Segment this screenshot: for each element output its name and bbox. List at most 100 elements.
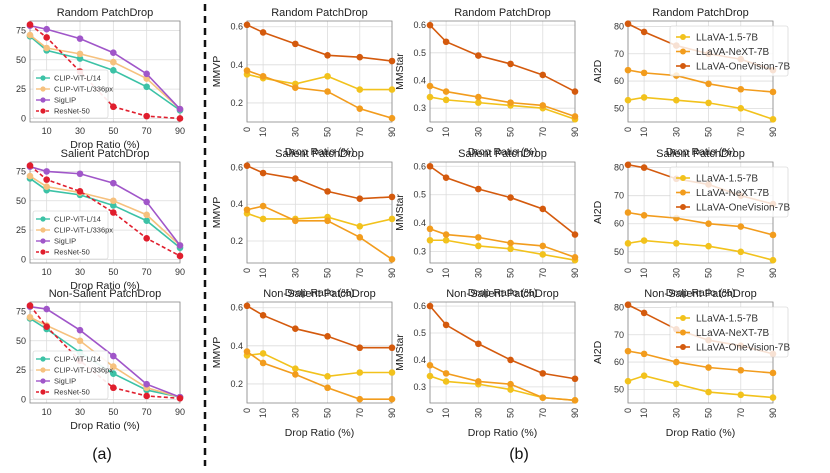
y-axis-label: AI2D — [592, 340, 604, 364]
data-point — [475, 340, 482, 348]
series-line — [429, 24, 576, 93]
caption-a: (a) — [92, 446, 112, 463]
data-point — [76, 188, 84, 195]
data-point — [259, 169, 267, 177]
y-tick-label: 0.4 — [230, 60, 243, 70]
data-point — [475, 242, 482, 250]
x-tick-label: 90 — [570, 408, 580, 418]
data-point — [737, 248, 745, 256]
legend-box — [32, 350, 109, 400]
y-tick-label: 0.5 — [413, 190, 426, 200]
legend-label: CLIP-ViT-L/14 — [54, 215, 101, 224]
x-tick-label: 0 — [425, 127, 435, 132]
plot-area — [247, 21, 392, 122]
data-point — [176, 242, 184, 249]
data-point — [292, 365, 299, 372]
y-tick-label: 80 — [614, 302, 624, 312]
x-tick-label: 70 — [538, 408, 548, 418]
x-tick-label: 30 — [75, 407, 85, 417]
data-point — [769, 115, 777, 123]
x-axis-label: Drop Ratio (%) — [70, 139, 139, 151]
y-tick-label: 50 — [614, 103, 624, 113]
y-tick-label: 0.6 — [230, 163, 243, 173]
data-point — [292, 325, 299, 332]
x-tick-label: 70 — [142, 407, 152, 417]
series-llava-next-7b — [624, 209, 777, 239]
data-point — [110, 179, 117, 187]
legend-label: LLaVA-1.5-7B — [696, 314, 758, 325]
data-point — [769, 231, 777, 239]
data-point — [442, 378, 450, 385]
chart-title: Random PatchDrop — [454, 7, 551, 19]
legend-marker — [40, 97, 46, 103]
legend-marker — [40, 227, 46, 233]
data-point — [324, 384, 331, 392]
data-point — [507, 380, 514, 388]
data-point — [737, 85, 745, 93]
series-llava-onevision-7b — [243, 162, 396, 203]
y-axis-label: AI2D — [592, 200, 604, 224]
y-tick-label: 70 — [614, 330, 624, 340]
chart-title: Non-Salient PatchDrop — [49, 288, 162, 300]
y-tick-label: 80 — [614, 21, 624, 31]
data-point — [640, 212, 648, 219]
x-tick-label: 30 — [473, 127, 483, 137]
y-tick-label: 0.2 — [230, 236, 243, 246]
data-point — [705, 220, 712, 228]
chart-a-random: 10 30 50 70 90 0 25 50 75 Random PatchDrop Drop Ra… — [16, 7, 185, 151]
chart-title: Non-Salient PatchDrop — [446, 288, 559, 300]
series-llava-next-7b — [243, 202, 396, 263]
y-axis-label: MMVP — [211, 197, 223, 229]
series-llava-onevision-7b — [243, 21, 396, 65]
x-tick-label: 70 — [355, 268, 365, 278]
data-point — [292, 40, 299, 48]
chart-title: Salient PatchDrop — [275, 148, 364, 160]
data-point — [640, 28, 648, 36]
legend-marker — [680, 189, 686, 196]
data-point — [705, 364, 712, 371]
chart-b-ai2d-random: 0 10 30 50 70 90 50 60 70 80 Random PatchDrop Drop … — [592, 7, 790, 158]
series-llava-next-7b — [426, 82, 579, 120]
x-tick-label: 0 — [623, 268, 633, 273]
y-tick-label: 0.6 — [230, 22, 243, 32]
legend-marker — [680, 34, 686, 40]
plot-frame — [429, 161, 576, 264]
legend-label: ResNet-50 — [54, 107, 90, 116]
data-point — [356, 105, 364, 112]
plot-frame — [429, 20, 576, 123]
plot-frame — [29, 20, 181, 123]
x-tick-label: 30 — [290, 408, 300, 418]
data-point — [259, 72, 267, 80]
x-tick-label: 10 — [42, 126, 52, 136]
y-tick-label: 0.2 — [230, 98, 243, 108]
data-point — [624, 161, 632, 169]
data-point — [539, 242, 547, 250]
y-tick-label: 25 — [16, 84, 26, 94]
data-point — [110, 370, 117, 377]
x-tick-label: 90 — [768, 408, 778, 418]
data-point — [507, 60, 514, 68]
legend-label: SigLIP — [54, 237, 76, 246]
x-axis-label: Drop Ratio (%) — [666, 427, 735, 439]
data-point — [388, 395, 396, 403]
data-point — [388, 256, 396, 263]
y-tick-label: 0 — [21, 394, 26, 404]
y-axis-label: MMVP — [211, 56, 223, 88]
x-tick-label: 30 — [290, 127, 300, 137]
series-llava-1-5-7b — [624, 94, 777, 123]
x-axis-label: Drop Ratio (%) — [666, 287, 735, 299]
y-tick-label: 0.4 — [230, 341, 243, 351]
data-point — [442, 321, 450, 329]
x-tick-label: 0 — [242, 268, 252, 273]
data-point — [43, 34, 50, 41]
data-point — [26, 172, 34, 180]
x-tick-label: 50 — [506, 408, 516, 418]
data-point — [769, 369, 777, 377]
y-tick-label: 0.6 — [413, 20, 426, 30]
y-tick-label: 0.5 — [413, 48, 426, 58]
y-axis-label: MMStar — [394, 194, 406, 231]
data-point — [475, 99, 482, 106]
data-point — [292, 217, 299, 225]
plot-area — [247, 162, 392, 263]
x-tick-label: 50 — [704, 127, 714, 137]
